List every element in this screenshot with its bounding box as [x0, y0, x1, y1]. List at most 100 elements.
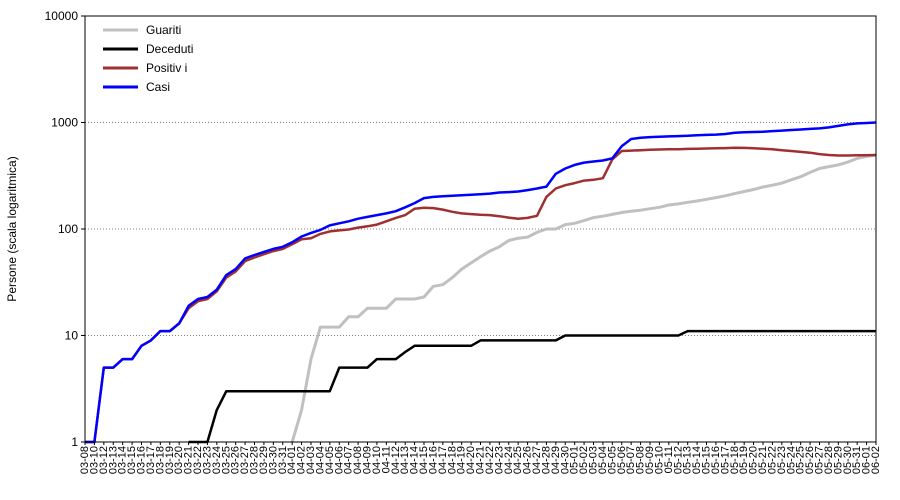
- x-tick-label: 03-31: [277, 446, 289, 474]
- x-tick-label: 03-12: [98, 446, 110, 474]
- x-tick-label: 04-19: [456, 446, 468, 474]
- x-tick-label: 05-19: [738, 446, 750, 474]
- x-tick-label: 04-27: [531, 446, 543, 474]
- legend-label: Positiv i: [146, 61, 187, 75]
- x-tick-label: 05-16: [710, 446, 722, 474]
- x-tick-label: 06-01: [861, 446, 873, 474]
- series-line-positiv-i: [85, 146, 877, 444]
- x-tick-label: 05-08: [635, 446, 647, 474]
- y-tick-label: 10: [65, 329, 79, 343]
- x-tick-label: 05-30: [842, 446, 854, 474]
- x-tick-label: 05-12: [672, 446, 684, 474]
- x-tick-label: 03-29: [258, 446, 270, 474]
- x-tick-label: 05-29: [832, 446, 844, 474]
- x-tick-label: 04-16: [427, 446, 439, 474]
- x-tick-label: 05-01: [569, 446, 581, 474]
- x-tick-label: 05-11: [663, 446, 675, 473]
- x-tick-label: 05-10: [653, 446, 665, 474]
- x-tick-label: 04-30: [559, 446, 571, 474]
- x-tick-label: 03-14: [117, 446, 129, 474]
- x-tick-label: 04-13: [399, 446, 411, 474]
- series-line-casi: [85, 121, 877, 444]
- x-tick-label: 05-23: [776, 446, 788, 474]
- legend: Guariti Deceduti Positiv i Casi: [103, 23, 193, 94]
- y-axis-label: Persone (scala logaritmica): [5, 156, 19, 301]
- x-tick-label: 03-24: [211, 446, 223, 474]
- x-tick-label: 05-06: [616, 446, 628, 474]
- x-tick-label: 04-28: [540, 446, 552, 474]
- x-tick-label: 04-24: [503, 446, 515, 474]
- x-tick-label: 04-18: [446, 446, 458, 474]
- x-tick-label: 03-10: [88, 446, 100, 474]
- x-tick-label: 05-26: [804, 446, 816, 474]
- x-tick-label: 05-04: [597, 446, 609, 474]
- x-tick-label: 05-09: [644, 446, 656, 474]
- x-tick-label: 03-13: [107, 446, 119, 474]
- x-tick-label: 05-28: [823, 446, 835, 474]
- x-tick-label: 04-04: [314, 446, 326, 474]
- x-tick-label: 03-21: [183, 446, 195, 474]
- x-tick-label: 04-11: [380, 446, 392, 473]
- x-tick-label: 05-24: [785, 446, 797, 474]
- x-tick-label: 03-30: [267, 446, 279, 474]
- x-tick-label: 04-12: [390, 446, 402, 474]
- x-tick-label: 05-17: [719, 446, 731, 474]
- legend-label: Casi: [146, 80, 170, 94]
- x-tick-label: 04-06: [333, 446, 345, 474]
- x-tick-label: 05-31: [851, 446, 863, 474]
- x-tick-label: 05-14: [691, 446, 703, 474]
- x-tick-label: 04-22: [484, 446, 496, 474]
- x-tick-label: 04-02: [296, 446, 308, 474]
- x-tick-label: 03-28: [249, 446, 261, 474]
- series-line-guariti: [290, 153, 877, 443]
- x-tick-label: 04-20: [465, 446, 477, 474]
- x-tick-label: 04-29: [550, 446, 562, 474]
- x-tick-label: 05-13: [682, 446, 694, 474]
- legend-label: Deceduti: [146, 42, 193, 56]
- x-tick-label: 04-08: [352, 446, 364, 474]
- x-tick-label: 04-23: [493, 446, 505, 474]
- x-tick-label: 04-07: [343, 446, 355, 474]
- x-tick-label: 06-02: [870, 446, 882, 474]
- x-tick-label: 05-18: [729, 446, 741, 474]
- y-tick-label: 1: [71, 435, 78, 449]
- x-tick-label: 05-03: [588, 446, 600, 474]
- x-tick-label: 05-25: [795, 446, 807, 474]
- series-lines: [85, 121, 877, 444]
- x-tick-label: 03-18: [154, 446, 166, 474]
- x-tick-label: 03-22: [192, 446, 204, 474]
- x-tick-label: 04-05: [324, 446, 336, 474]
- x-axis-ticks: 03-0803-1003-1203-1303-1403-1503-1603-17…: [79, 442, 882, 474]
- x-tick-label: 04-26: [522, 446, 534, 474]
- y-tick-label: 1000: [51, 116, 78, 130]
- x-tick-label: 04-15: [418, 446, 430, 474]
- x-tick-label: 04-09: [362, 446, 374, 474]
- x-tick-label: 04-14: [409, 446, 421, 474]
- x-tick-label: 05-27: [814, 446, 826, 474]
- y-axis-ticks: 1 10 100 1000 10000: [45, 9, 85, 449]
- x-tick-label: 04-10: [371, 446, 383, 474]
- x-tick-label: 03-19: [164, 446, 176, 474]
- x-tick-label: 03-17: [145, 446, 157, 474]
- x-tick-label: 05-05: [606, 446, 618, 474]
- x-tick-label: 04-25: [512, 446, 524, 474]
- x-tick-label: 04-21: [475, 446, 487, 474]
- x-tick-label: 05-21: [757, 446, 769, 474]
- x-tick-label: 04-17: [437, 446, 449, 474]
- x-tick-label: 03-20: [173, 446, 185, 474]
- x-tick-label: 03-27: [239, 446, 251, 474]
- x-tick-label: 03-23: [201, 446, 213, 474]
- x-tick-label: 05-20: [748, 446, 760, 474]
- series-line-deceduti: [188, 329, 876, 444]
- x-tick-label: 03-25: [220, 446, 232, 474]
- x-tick-label: 05-02: [578, 446, 590, 474]
- x-tick-label: 05-07: [625, 446, 637, 474]
- x-tick-label: 04-01: [286, 446, 298, 474]
- x-tick-label: 03-16: [136, 446, 148, 474]
- x-tick-label: 04-03: [305, 446, 317, 474]
- x-tick-label: 05-22: [766, 446, 778, 474]
- x-tick-label: 03-15: [126, 446, 138, 474]
- y-tick-label: 100: [58, 222, 78, 236]
- x-tick-label: 03-26: [230, 446, 242, 474]
